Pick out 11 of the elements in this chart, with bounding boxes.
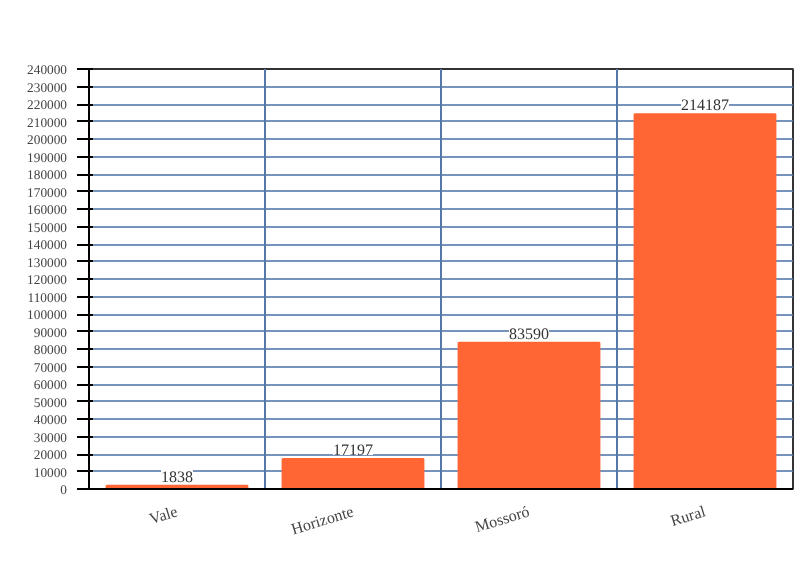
x-tick-label: Horizonte bbox=[289, 502, 357, 539]
x-tick-label: Rural bbox=[668, 501, 710, 531]
data-label: 214187 bbox=[681, 96, 729, 115]
bar bbox=[457, 341, 601, 489]
x-tick-label: Vale bbox=[147, 502, 181, 528]
data-label: 83590 bbox=[509, 324, 549, 343]
data-label: 17197 bbox=[333, 440, 373, 459]
bar bbox=[633, 113, 777, 489]
bar bbox=[281, 457, 425, 489]
x-tick-label: Mossoró bbox=[472, 502, 532, 537]
data-label: 1838 bbox=[161, 467, 193, 486]
